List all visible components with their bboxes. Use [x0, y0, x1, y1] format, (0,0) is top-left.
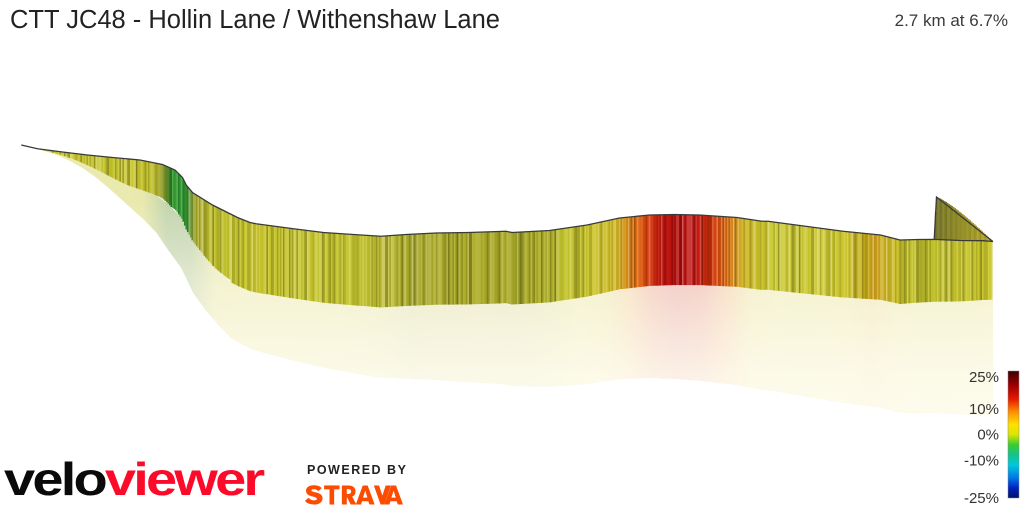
svg-text:0%: 0%	[977, 427, 999, 444]
svg-text:25%: 25%	[969, 369, 999, 386]
svg-text:-10%: -10%	[964, 452, 999, 469]
svg-text:-25%: -25%	[964, 490, 999, 507]
svg-text:10%: 10%	[969, 401, 999, 418]
